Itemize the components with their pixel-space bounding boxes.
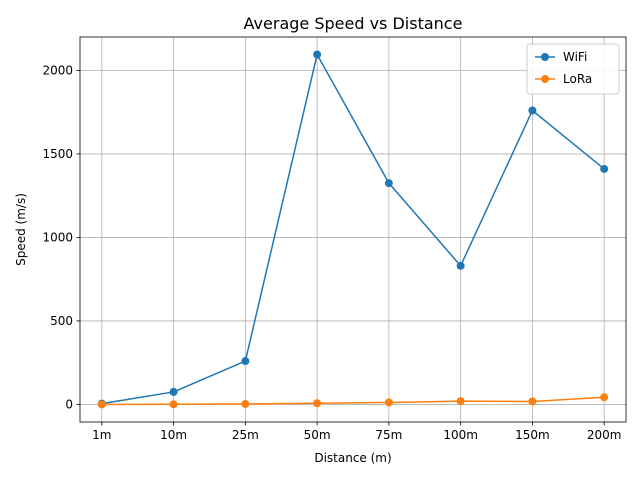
data-point	[384, 179, 393, 188]
plot-frame	[79, 36, 627, 423]
series-line	[101, 53, 605, 405]
x-tick-label: 75m	[375, 428, 402, 442]
x-tick-label: 50m	[304, 428, 331, 442]
data-point	[241, 399, 250, 408]
series-group	[97, 50, 609, 409]
legend-label: LoRa	[563, 72, 592, 86]
data-point	[600, 164, 609, 173]
y-axis-label: Speed (m/s)	[14, 193, 28, 266]
x-axis-ticks: 1m 10m 25m 50m 75m 100m 150m 200m	[92, 422, 621, 442]
series-wifi	[97, 50, 609, 408]
data-point	[169, 387, 178, 396]
y-axis-ticks: 0 500 1000 1500 2000	[42, 63, 80, 411]
x-axis-label: Distance (m)	[314, 451, 391, 465]
data-point	[97, 400, 106, 409]
y-tick-label: 500	[50, 314, 73, 328]
legend: WiFi LoRa	[526, 43, 620, 95]
data-point	[313, 399, 322, 408]
x-tick-label: 25m	[232, 428, 259, 442]
x-tick-label: 200m	[587, 428, 622, 442]
legend-swatch-marker	[541, 53, 549, 61]
data-point	[528, 397, 537, 406]
series-lora	[97, 393, 609, 409]
legend-item-lora: LoRa	[535, 72, 592, 86]
y-tick-label: 0	[65, 397, 73, 411]
data-point	[384, 398, 393, 407]
legend-swatch-marker	[541, 75, 549, 83]
x-tick-label: 100m	[443, 428, 478, 442]
y-tick-label: 1000	[42, 230, 73, 244]
chart-title: Average Speed vs Distance	[244, 14, 463, 33]
x-tick-label: 1m	[92, 428, 111, 442]
data-point	[456, 261, 465, 270]
x-tick-label: 10m	[160, 428, 187, 442]
data-point	[241, 357, 250, 366]
y-tick-label: 2000	[42, 63, 73, 77]
data-point	[528, 106, 537, 115]
y-tick-label: 1500	[42, 147, 73, 161]
legend-item-wifi: WiFi	[535, 50, 587, 64]
legend-label: WiFi	[563, 50, 587, 64]
data-point	[600, 393, 609, 402]
series-line	[101, 396, 605, 406]
x-tick-label: 150m	[515, 428, 550, 442]
data-point	[169, 400, 178, 409]
data-point	[456, 397, 465, 406]
data-point	[313, 50, 322, 59]
